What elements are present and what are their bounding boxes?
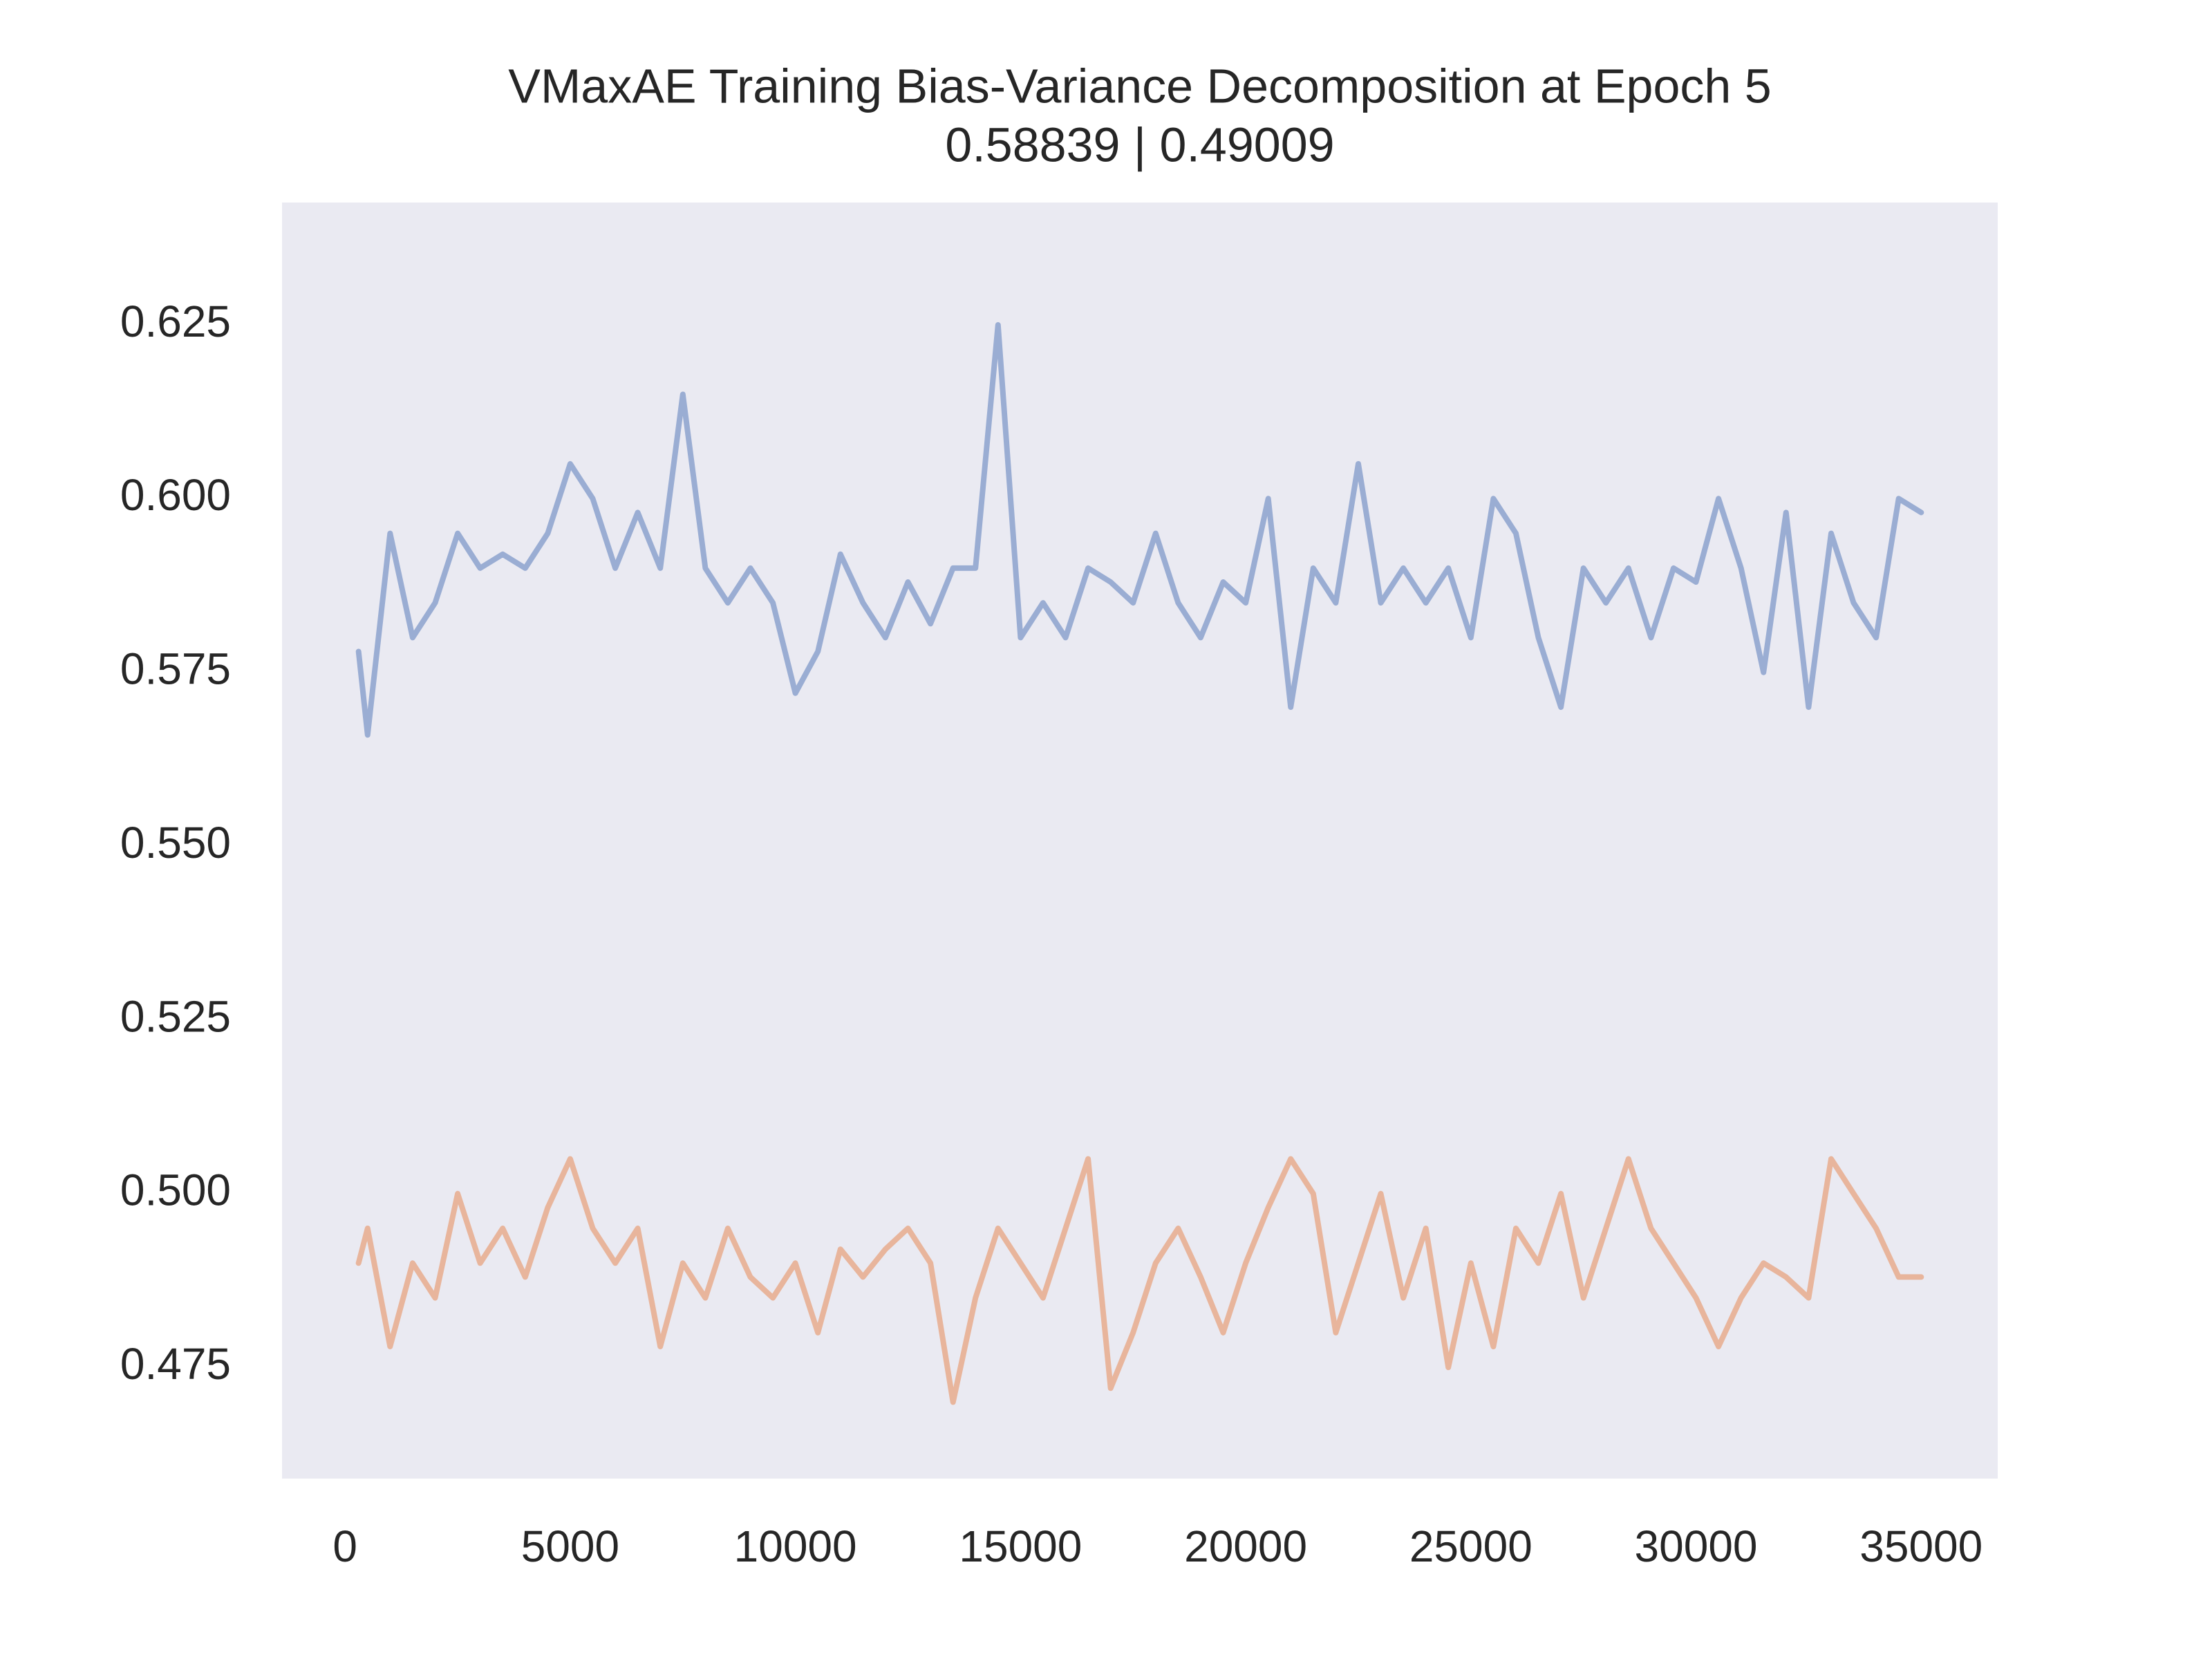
y-tick-label: 0.525 (120, 991, 231, 1041)
x-tick-label: 20000 (1184, 1521, 1307, 1571)
chart-subtitle: 0.58839 | 0.49009 (945, 118, 1334, 171)
x-tick-label: 15000 (959, 1521, 1082, 1571)
y-tick-label: 0.475 (120, 1339, 231, 1389)
series-line (355, 322, 1924, 738)
plot-area (282, 203, 1998, 1479)
x-tick-label: 10000 (734, 1521, 857, 1571)
y-tick-label: 0.500 (120, 1165, 231, 1215)
y-tick-label: 0.600 (120, 470, 231, 520)
y-tick-label: 0.550 (120, 818, 231, 868)
x-tick-label: 0 (332, 1521, 357, 1571)
y-tick-label: 0.625 (120, 297, 231, 346)
x-tick-label: 30000 (1635, 1521, 1758, 1571)
x-tick-label: 35000 (1859, 1521, 1983, 1571)
x-tick-label: 5000 (521, 1521, 619, 1571)
chart-title: VMaxAE Training Bias-Variance Decomposit… (508, 59, 1771, 113)
x-tick-label: 25000 (1409, 1521, 1533, 1571)
y-tick-label: 0.575 (120, 644, 231, 694)
series-line (355, 1156, 1924, 1405)
